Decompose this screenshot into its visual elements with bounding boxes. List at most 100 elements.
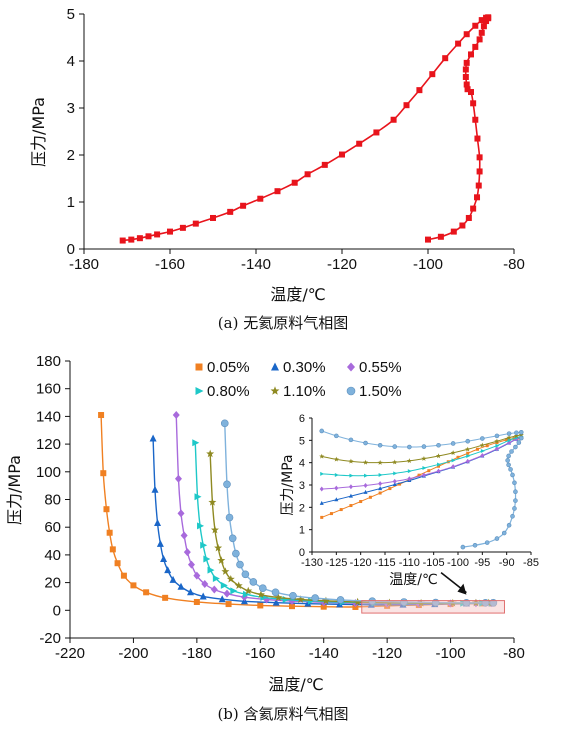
inset-data-point — [422, 466, 427, 471]
chart-b-x-tick-label: -120 — [372, 645, 402, 662]
inset-dew-point — [512, 480, 517, 486]
inset-data-point — [334, 472, 339, 477]
inset-data-point — [518, 432, 524, 438]
chart-a-data-point — [472, 116, 479, 123]
chart-a-data-point — [470, 100, 477, 107]
legend-marker — [347, 362, 355, 372]
chart-a-data-point — [476, 36, 483, 43]
inset-data-point — [349, 504, 353, 508]
chart-b-data-point — [149, 434, 157, 442]
chart-b-data-point — [228, 534, 237, 543]
chart-a-y-tick-label: 0 — [67, 241, 75, 258]
chart-a-data-point — [470, 205, 477, 212]
inset-data-point — [437, 462, 442, 467]
inset-data-point — [348, 437, 354, 443]
chart-a-data-point — [154, 231, 161, 238]
chart-b-data-point — [217, 556, 226, 564]
legend-label: 0.55% — [359, 359, 402, 376]
chart-b-y-tick-label: 60 — [44, 519, 61, 536]
inset-data-point — [349, 473, 354, 478]
inset-y-tick-label: 2 — [299, 502, 305, 514]
inset-data-point — [378, 481, 383, 487]
chart-b-data-point — [200, 541, 208, 549]
inset-data-point — [348, 484, 353, 490]
inset-data-point — [494, 446, 499, 452]
inset-dew-point — [516, 440, 522, 445]
inset-data-point — [421, 455, 427, 461]
chart-b-zoom-arrow-head — [457, 583, 467, 595]
chart-b-inset: -130 -125 -120 -115 -110 -105 -100 -95 -90 -85 0 1 2… — [280, 413, 539, 588]
chart-b-data-point — [256, 590, 265, 599]
chart-b-data-point — [236, 560, 244, 569]
inset-data-point — [319, 500, 324, 505]
chart-a-series-line — [122, 16, 490, 242]
chart-a-x-tick-label: -180 — [69, 256, 99, 273]
chart-b-data-point — [272, 598, 280, 606]
inset-dew-point — [513, 489, 518, 495]
chart-a-x-tick-label: -100 — [413, 256, 443, 273]
inset-dew-point — [510, 513, 515, 519]
chart-b-data-point — [230, 587, 238, 595]
inset-data-point — [480, 449, 485, 454]
chart-b-data-point — [274, 593, 283, 601]
chart-b-data-point — [249, 578, 258, 586]
chart-b-data-point — [183, 548, 191, 557]
chart-a-data-point — [476, 154, 483, 161]
chart-a-data-point — [480, 23, 487, 30]
inset-data-point — [436, 442, 441, 448]
chart-a-caption: (a) 无氦原料气相图 — [218, 314, 348, 332]
chart-b-data-point — [232, 549, 240, 558]
inset-y-tick-label: 4 — [299, 458, 305, 470]
inset-data-point — [479, 442, 485, 448]
chart-b-x-tick-label: -100 — [436, 645, 466, 662]
chart-a-data-point — [450, 228, 457, 235]
inset-data-point — [465, 446, 471, 452]
chart-a-data-point — [240, 202, 247, 209]
chart-a-data-point — [483, 18, 490, 25]
chart-b-data-point — [234, 581, 243, 590]
inset-data-point — [368, 495, 372, 499]
chart-a-data-point — [390, 116, 397, 123]
inset-data-point — [427, 469, 431, 473]
inset-data-point — [388, 487, 392, 491]
chart-a-data-point — [465, 214, 472, 221]
chart-a-data-point — [373, 129, 380, 136]
chart-b-data-point — [257, 602, 264, 609]
chart-a-plot — [119, 14, 492, 244]
chart-b-data-point — [282, 595, 290, 603]
inset-data-point — [333, 456, 339, 462]
chart-b-x-tick-label: -180 — [182, 645, 212, 662]
chart-b-y-tick-label: 100 — [36, 464, 61, 481]
chart-b-data-point — [199, 592, 207, 600]
chart-a-data-point — [463, 31, 470, 38]
chart-b-data-point — [98, 412, 105, 419]
chart-a-data-point — [476, 168, 483, 175]
chart-b-data-point — [336, 600, 344, 608]
chart-b-data-point — [187, 560, 195, 569]
inset-data-point — [392, 459, 398, 465]
chart-b-data-point — [172, 411, 180, 420]
inset-background — [312, 418, 531, 552]
legend-label: 0.80% — [207, 383, 250, 400]
chart-b-data-point — [151, 485, 159, 493]
inset-data-point — [494, 438, 500, 444]
inset-dew-point — [506, 522, 512, 528]
chart-a-data-point — [167, 228, 173, 235]
inset-y-tick-label: 5 — [299, 435, 305, 447]
inset-data-point — [393, 471, 398, 476]
inset-y-tick-label: 3 — [299, 480, 305, 492]
chart-b-y-tick-label: 0 — [53, 602, 61, 619]
chart-b-data-point — [244, 586, 253, 595]
chart-a-data-point — [472, 22, 479, 29]
chart-b-data-point — [193, 571, 201, 580]
chart-a-data-point — [291, 179, 298, 186]
chart-a-axes: -180 -160 -140 -120 -100 -80 0 1 2 3 4 5 — [67, 6, 525, 273]
inset-data-point — [329, 512, 333, 516]
inset-series-line — [321, 436, 522, 490]
chart-b-data-point — [193, 598, 200, 605]
chart-a-x-tick-label: -160 — [155, 256, 185, 273]
inset-x-tick-label: -105 — [423, 557, 445, 569]
chart-b-y-tick-label: 80 — [44, 492, 61, 509]
inset-data-point — [320, 471, 325, 476]
chart-b-data-point — [223, 480, 231, 489]
